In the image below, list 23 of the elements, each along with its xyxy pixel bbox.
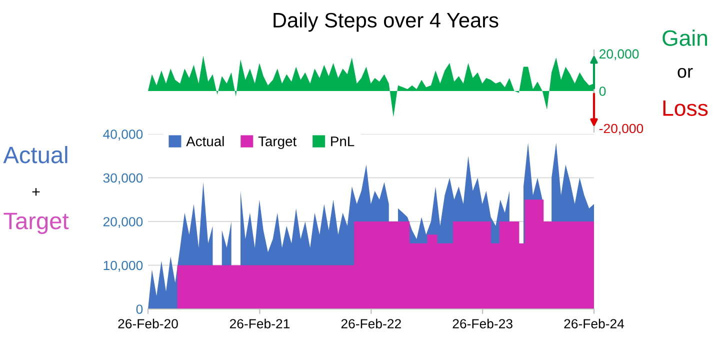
y-tick-label: 30,000: [103, 173, 143, 184]
x-tick-label: 26-Feb-21: [230, 318, 290, 328]
y-tick-label: 20,000: [103, 217, 143, 228]
text: or: [678, 68, 693, 78]
legend-label: Actual: [186, 136, 224, 146]
text: Target: [4, 212, 69, 234]
x-tick-label: 26-Feb-23: [452, 318, 512, 328]
y-tick-label: 20,000: [600, 49, 639, 60]
text: +: [32, 188, 40, 196]
text: Loss: [663, 100, 708, 116]
text: Gain: [662, 30, 708, 46]
legend-label: Target: [258, 136, 297, 150]
text: Actual: [3, 146, 68, 164]
x-tick-label: 26-Feb-20: [118, 318, 178, 328]
y-tick-label: 0: [136, 304, 143, 314]
y-tick-label: 10,000: [104, 260, 143, 272]
x-tick-label: 26-Feb-22: [341, 318, 401, 328]
y-tick-label: -20,000: [599, 124, 644, 135]
legend-label: PnL: [331, 136, 354, 146]
y-tick-label: 40,000: [103, 130, 143, 140]
chart-title: Daily Steps over 4 Years: [274, 12, 498, 32]
x-tick-label: 26-Feb-24: [564, 318, 624, 328]
y-tick-label: 0: [599, 86, 606, 96]
